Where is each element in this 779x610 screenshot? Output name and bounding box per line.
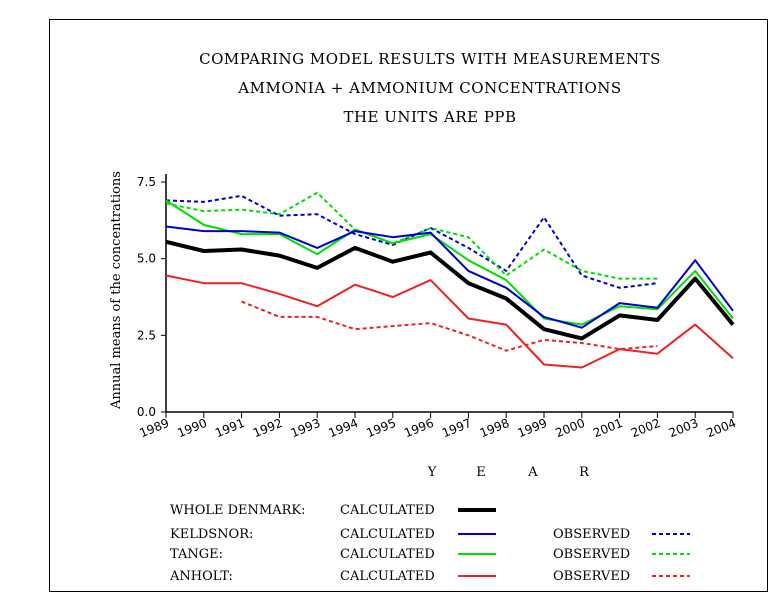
y-axis-label: Annual means of the concentrations [109,171,124,410]
series-line-3 [165,274,734,369]
legend: WHOLE DENMARK: CALCULATED KELDSNOR: CALCULA… [169,503,690,584]
x-axis-label-letter: Y [427,465,437,480]
x-tick-label: 1994 [327,416,361,440]
legend-calculated-label: CALCULATED [340,527,435,542]
x-tick-label: 1992 [251,416,285,440]
x-tick-label: 2001 [591,416,625,440]
y-tick-label: 0.0 [137,405,156,419]
legend-site-label: ANHOLT: [169,569,233,584]
series-line-4 [165,194,658,289]
title-line-1: COMPARING MODEL RESULTS WITH MEASUREMENT… [199,50,661,68]
series-line-6 [241,300,658,352]
series-line-0 [165,239,735,341]
x-axis-label-letter: A [527,465,538,480]
legend-calculated-label: CALCULATED [340,547,435,562]
x-tick-label: 1989 [138,416,172,440]
x-tick-label: 1996 [402,416,436,440]
x-tick-label: 1990 [175,416,209,440]
x-axis-label-letter: R [579,465,590,480]
legend-observed-label: OBSERVED [553,569,630,584]
x-tick-label: 2002 [629,416,663,440]
series-layer [165,191,735,369]
x-axis-label-letter: E [476,465,486,480]
legend-observed-label: OBSERVED [553,527,630,542]
legend-observed-label: OBSERVED [553,547,630,562]
x-tick-label: 1998 [478,416,512,440]
x-tick-label: 2003 [667,416,701,440]
chart-title: COMPARING MODEL RESULTS WITH MEASUREMENT… [199,50,661,126]
x-tick-label: 1993 [289,416,323,440]
x-tick-label: 2000 [553,416,587,440]
title-line-2: AMMONIA + AMMONIUM CONCENTRATIONS [237,79,621,97]
title-line-3: THE UNITS ARE PPB [343,108,516,126]
x-tick-label: 1995 [364,416,398,440]
legend-calculated-label: CALCULATED [340,569,435,584]
legend-site-label: TANGE: [170,547,223,562]
legend-calculated-label: CALCULATED [340,503,435,518]
y-tick-label: 2.5 [137,328,156,342]
legend-site-label: WHOLE DENMARK: [170,503,305,518]
series-line-1 [165,225,734,329]
x-tick-label: 1999 [516,416,550,440]
x-tick-label: 1997 [440,416,474,440]
x-tick-label: 2004 [705,416,739,440]
legend-site-label: KELDSNOR: [170,527,253,542]
x-tick-label: 1991 [213,416,247,440]
chart-frame [49,19,768,592]
y-tick-label: 7.5 [137,175,156,189]
y-tick-label: 5.0 [137,252,156,266]
series-line-2 [165,199,734,326]
